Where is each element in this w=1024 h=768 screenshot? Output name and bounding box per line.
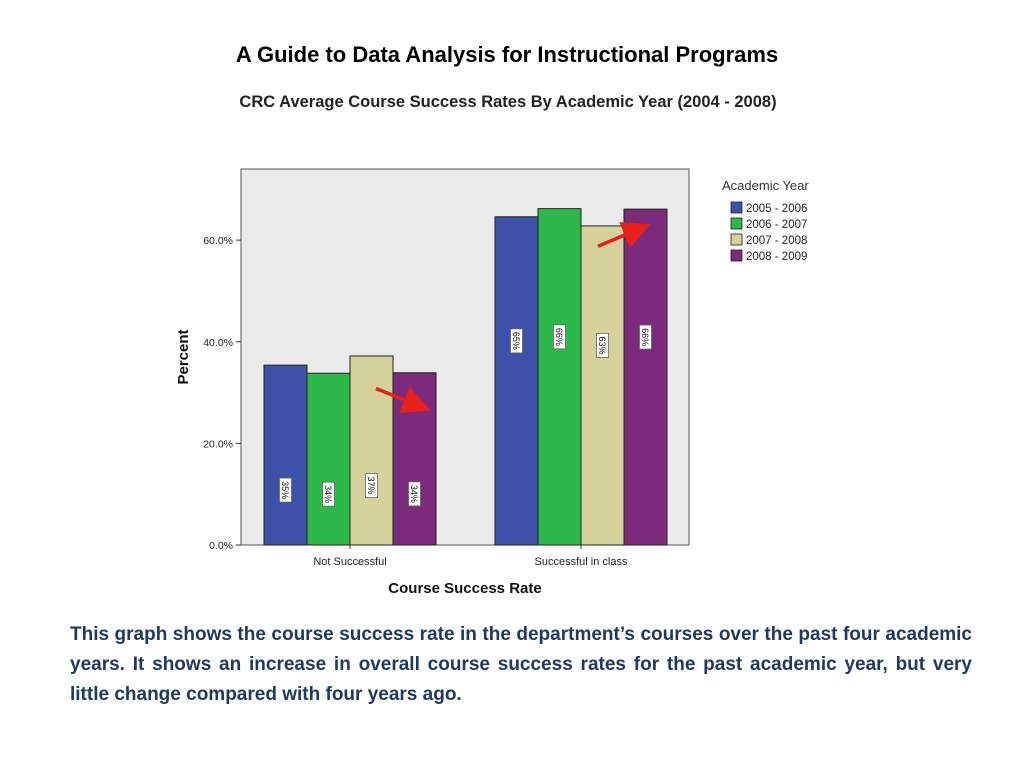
data-label-box — [365, 473, 378, 498]
bar — [537, 208, 582, 546]
bar — [306, 372, 351, 546]
x-axis-label: Course Success Rate — [388, 580, 541, 597]
data-label-box — [279, 477, 292, 503]
legend-swatch — [730, 233, 743, 246]
y-axis-label: Percent — [175, 329, 192, 384]
caption-text: This graph shows the course success rate… — [70, 624, 972, 705]
legend-label: 2007 - 2008 — [746, 235, 807, 247]
legend-label: 2005 - 2006 — [746, 203, 807, 215]
y-tick-label: 40.0% — [203, 337, 233, 349]
data-label: 66% — [640, 328, 650, 346]
legend-title: Academic Year — [722, 178, 809, 193]
data-label-group: 66% — [553, 324, 566, 350]
red-arrow — [375, 386, 431, 413]
data-label: 65% — [511, 332, 521, 350]
y-tick-label: 0.0% — [209, 540, 233, 552]
bar — [349, 355, 394, 546]
data-label-group: 34% — [322, 481, 335, 507]
data-label-box — [510, 328, 523, 354]
bar — [494, 216, 539, 546]
data-label-group: 66% — [639, 324, 652, 350]
red-arrow — [597, 222, 651, 248]
x-tick-label: Not Successful — [313, 556, 386, 568]
data-label: 37% — [366, 476, 376, 494]
data-label: 34% — [409, 485, 419, 503]
data-label-group: 65% — [510, 328, 523, 354]
legend-swatch — [730, 217, 743, 230]
data-label: 35% — [280, 481, 290, 499]
data-label-group: 35% — [279, 477, 292, 503]
y-tick-label: 20.0% — [203, 438, 233, 450]
legend-swatch — [730, 201, 743, 214]
legend-swatch — [730, 249, 743, 262]
data-label-group: 37% — [365, 473, 378, 498]
data-label-group: 34% — [408, 481, 421, 507]
bar — [580, 225, 625, 546]
slide-title: A Guide to Data Analysis for Instruction… — [235, 42, 779, 67]
data-label-group: 63% — [596, 333, 609, 358]
data-label: 34% — [323, 485, 333, 503]
chart-title: CRC Average Course Success Rates By Acad… — [239, 93, 776, 111]
x-tick-label: Successful in class — [535, 556, 628, 568]
y-tick-label: 60.0% — [203, 235, 233, 247]
legend-label: 2008 - 2009 — [746, 251, 807, 263]
data-label-box — [639, 324, 652, 350]
bar — [263, 364, 308, 546]
data-label-box — [553, 324, 566, 350]
data-label-box — [596, 333, 609, 358]
data-label: 63% — [597, 336, 607, 354]
bar — [623, 208, 668, 546]
legend-label: 2006 - 2007 — [746, 219, 807, 231]
data-label: 66% — [554, 328, 564, 346]
data-label-box — [322, 481, 335, 507]
bar-chart: CRC Average Course Success Rates By Acad… — [175, 93, 809, 597]
data-label-box — [408, 481, 421, 507]
